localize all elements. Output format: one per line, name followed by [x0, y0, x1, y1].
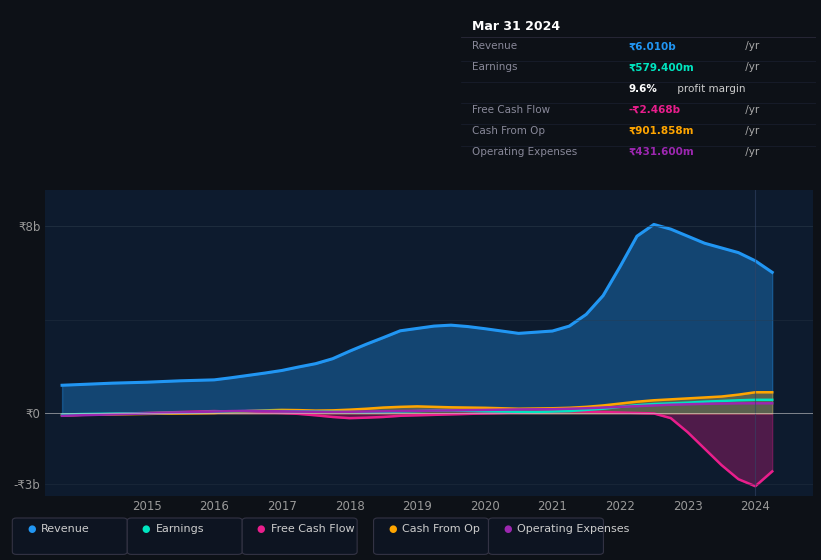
Text: ₹6.010b: ₹6.010b	[628, 41, 676, 52]
Text: Revenue: Revenue	[472, 41, 517, 52]
Text: /yr: /yr	[741, 63, 759, 72]
Text: Earnings: Earnings	[156, 524, 204, 534]
Text: Operating Expenses: Operating Expenses	[517, 524, 630, 534]
Text: ₹431.600m: ₹431.600m	[628, 147, 694, 157]
Text: 9.6%: 9.6%	[628, 83, 657, 94]
Text: /yr: /yr	[741, 147, 759, 157]
Text: profit margin: profit margin	[674, 83, 745, 94]
Text: ₹901.858m: ₹901.858m	[628, 126, 694, 136]
Text: Cash From Op: Cash From Op	[472, 126, 545, 136]
Text: Free Cash Flow: Free Cash Flow	[271, 524, 355, 534]
Text: Earnings: Earnings	[472, 63, 517, 72]
Text: Cash From Op: Cash From Op	[402, 524, 480, 534]
Text: ₹579.400m: ₹579.400m	[628, 63, 694, 72]
Text: /yr: /yr	[741, 126, 759, 136]
Text: Revenue: Revenue	[41, 524, 89, 534]
Text: ●: ●	[257, 524, 265, 534]
Text: ●: ●	[27, 524, 35, 534]
Text: /yr: /yr	[741, 41, 759, 52]
Text: Free Cash Flow: Free Cash Flow	[472, 105, 550, 115]
Text: ●: ●	[388, 524, 397, 534]
Text: /yr: /yr	[741, 105, 759, 115]
Text: Mar 31 2024: Mar 31 2024	[472, 20, 560, 33]
Text: -₹2.468b: -₹2.468b	[628, 105, 681, 115]
Text: ●: ●	[142, 524, 150, 534]
Text: Operating Expenses: Operating Expenses	[472, 147, 577, 157]
Text: ●: ●	[503, 524, 511, 534]
